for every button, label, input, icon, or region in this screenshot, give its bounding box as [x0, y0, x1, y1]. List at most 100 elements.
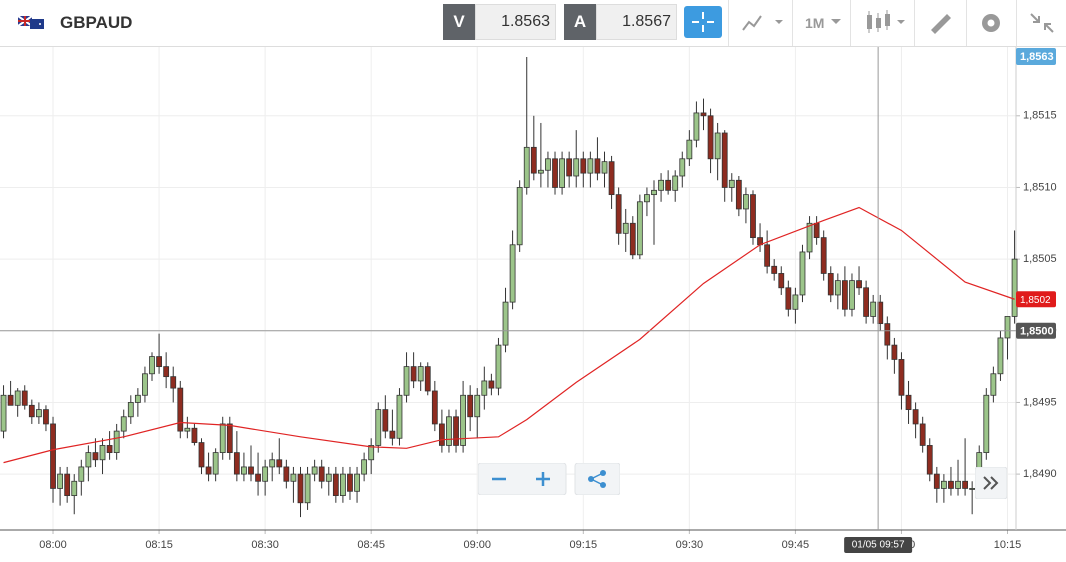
candle-body [948, 480, 954, 489]
candle-body [644, 194, 650, 203]
candle-body [537, 169, 544, 174]
candle-body [955, 480, 961, 489]
ask-label: A [564, 4, 596, 40]
timeframe: 1M [805, 15, 825, 31]
y-tick-label: 1,8510 [1023, 181, 1057, 193]
collapse-button[interactable] [1016, 0, 1066, 46]
crosshair-price: 1,8500 [1020, 326, 1054, 338]
candle-body [149, 356, 155, 375]
candle-body [410, 366, 417, 382]
candle-body [552, 158, 558, 188]
candle-body [269, 459, 276, 468]
candle-type-button[interactable] [850, 0, 915, 46]
candle-body [707, 115, 714, 160]
last-price: 1,8502 [1020, 295, 1051, 306]
zoom-box [477, 462, 567, 496]
candle-body [926, 445, 933, 475]
price-marker: 1,8563 [1020, 51, 1054, 63]
candle-body [785, 287, 792, 310]
candle-body [467, 394, 474, 418]
candle-body [318, 466, 325, 482]
price-marker-box [1016, 48, 1056, 65]
candle-body [636, 201, 643, 256]
candle-body [629, 222, 636, 256]
candle-body [764, 244, 771, 267]
x-tick-label: 08:45 [357, 539, 385, 551]
candle-body [940, 480, 947, 489]
candle-body [156, 356, 162, 368]
crosshair-time-box [844, 537, 913, 553]
candle-body [134, 394, 141, 403]
symbol: GBPAUD [60, 13, 133, 32]
candle-body [290, 473, 297, 482]
candle-body [523, 146, 530, 188]
candle-body [241, 466, 247, 475]
zoom-in [536, 472, 550, 486]
candle-body [870, 301, 877, 317]
candle-body [898, 359, 905, 396]
candle-body [997, 337, 1004, 375]
x-tick-label: 10:15 [994, 539, 1022, 551]
y-tick-label: 1,8495 [1023, 396, 1057, 408]
candle-body [113, 430, 120, 454]
flag-icon [18, 16, 44, 29]
candle-body [198, 442, 205, 468]
chart: 1,8490 1,8495 1,8500 1,8505 1,8510 1,8515 08:0… [0, 47, 1066, 553]
candle-body [488, 380, 495, 389]
candle-body [834, 280, 841, 296]
candle-body [891, 344, 898, 360]
candle-body [57, 473, 63, 489]
candle-body [1004, 316, 1011, 339]
candle-body [64, 473, 71, 497]
ask-box[interactable] [596, 4, 677, 40]
chart-type-button[interactable] [728, 0, 793, 46]
candle-body [573, 158, 580, 177]
candle-body [368, 445, 375, 461]
candle-body [594, 158, 601, 174]
bid-price: 1.8563 [501, 13, 550, 30]
candle-body [226, 423, 233, 454]
x-tick-label: 08:00 [39, 539, 67, 551]
timeframe-button[interactable]: 1M [792, 0, 851, 46]
candle-body [424, 366, 431, 392]
candle-body [827, 273, 834, 296]
candle-body [587, 158, 594, 174]
candle-body [750, 194, 756, 239]
candle-body [438, 423, 445, 446]
candle-body [700, 112, 707, 117]
candle-body [170, 376, 177, 389]
candle-body [608, 161, 615, 196]
x-tick-label: 09:30 [676, 539, 704, 551]
candle-body [651, 189, 657, 196]
x-tick-label: 09:45 [782, 539, 810, 551]
candle-body [219, 423, 226, 454]
candle-body [559, 158, 565, 188]
candle-body [417, 366, 424, 382]
candle-body [340, 473, 346, 497]
candle-body [672, 175, 679, 191]
y-tick-label: 1,8490 [1023, 468, 1057, 480]
candle-body [106, 445, 113, 454]
candle-body [792, 294, 799, 310]
y-tick-label: 1,8505 [1023, 253, 1057, 265]
candle-body [325, 473, 332, 482]
crosshair-button[interactable] [684, 6, 722, 38]
candle-body [849, 280, 855, 310]
draw-button[interactable] [914, 0, 967, 46]
zoom-controls [477, 462, 621, 496]
candle-body [820, 237, 827, 274]
candle-body [778, 273, 785, 289]
candle-body [962, 480, 968, 489]
candle-body [743, 194, 749, 210]
candle-body [0, 394, 7, 432]
bid-box[interactable] [475, 4, 556, 40]
candle-body [679, 158, 686, 177]
candle-body [283, 466, 290, 482]
candle-body [354, 473, 360, 492]
scroll-right-button[interactable] [975, 467, 1007, 499]
candle-body [714, 132, 721, 160]
settings-button[interactable] [966, 0, 1017, 46]
candle-body [120, 416, 127, 432]
candle-body [389, 430, 396, 439]
